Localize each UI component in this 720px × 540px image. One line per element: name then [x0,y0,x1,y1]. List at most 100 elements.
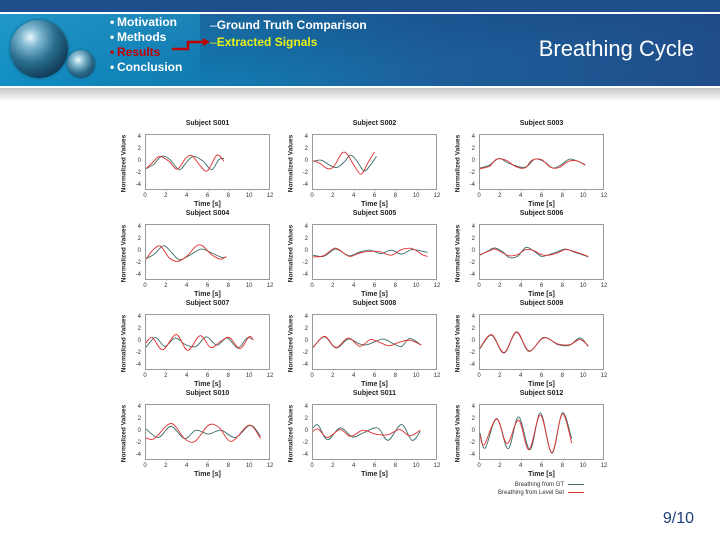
x-tick: 8 [393,373,397,379]
x-tick: 2 [498,193,502,199]
chart-title: Subject S004 [185,210,230,217]
y-tick: 2 [471,416,475,422]
x-tick: 2 [164,283,168,289]
x-tick: 6 [372,373,377,379]
y-tick: -4 [135,182,141,188]
sub-nav: –Ground Truth Comparison –Extracted Sign… [210,17,367,51]
y-tick: 4 [471,134,475,140]
x-tick: 8 [393,283,397,289]
y-tick: 0 [137,338,141,344]
series-line [479,331,589,353]
y-axis-label: Normalized Values [120,314,128,373]
chart-title: Subject S009 [519,300,564,307]
x-tick: 8 [393,193,397,199]
chart-title: Subject S010 [185,390,230,397]
x-tick: 4 [351,193,356,199]
chart-subject-12: Subject S012 Normalized Values 4 2 0 -2 -4 0 2 4 6… [449,390,614,480]
y-tick: 0 [137,158,141,164]
chart-subject-4: Subject S004 Normalized Values 4 2 0 -2 -4 0 2 4 6… [115,210,280,300]
x-tick: 6 [205,193,210,199]
y-axis-label: Normalized Values [287,404,295,463]
y-tick: -4 [302,182,308,188]
divider [0,86,720,88]
y-tick: -2 [469,440,475,446]
series-line [145,423,261,443]
y-tick: 2 [471,236,475,242]
x-tick: 0 [143,373,147,379]
header-banner [0,14,720,86]
nav-item-conclusion[interactable]: • Conclusion [110,60,183,74]
x-tick: 10 [245,463,253,469]
nav-item-motivation[interactable]: • Motivation [110,15,177,29]
x-tick: 10 [579,373,587,379]
y-tick: -4 [302,452,308,458]
y-tick: -4 [469,272,475,278]
subnav-ground-truth[interactable]: –Ground Truth Comparison [210,18,367,32]
x-tick: 10 [412,193,420,199]
x-axis-label: Time [s] [194,201,221,208]
series-line [479,413,573,454]
nav-item-methods[interactable]: • Methods [110,30,167,44]
header-shadow [0,88,720,102]
y-tick: 4 [304,224,308,230]
legend-swatch-ls [568,491,585,493]
bullet-icon: • [110,30,115,44]
x-tick: 4 [351,463,356,469]
series-line [479,246,589,259]
y-tick: 4 [471,224,475,230]
nav-item-results[interactable]: • Results [110,45,161,59]
subnav-extracted-signals[interactable]: –Extracted Signals [210,35,318,49]
x-tick: 6 [372,193,377,199]
y-axis-label: Normalized Values [287,224,295,283]
x-tick: 4 [518,283,523,289]
x-tick: 12 [266,463,274,469]
plot-area [145,314,270,371]
arrow-icon [172,38,210,51]
top-strip [0,0,720,12]
y-tick: 4 [304,404,308,410]
y-tick: 4 [471,314,475,320]
x-tick: 2 [331,193,335,199]
chart-subject-3: Subject S003 Normalized Values 4 2 0 -2 -4 0 2 4 6… [449,120,614,210]
chart-subject-6: Subject S006 Normalized Values 4 2 0 -2 -4 0 2 4 6… [449,210,614,300]
series-line [312,428,421,438]
x-tick: 12 [433,463,441,469]
y-tick: 2 [137,326,141,332]
x-tick: 0 [143,283,147,289]
x-tick: 2 [164,193,168,199]
x-tick: 0 [310,193,314,199]
x-tick: 0 [477,373,481,379]
series-line [312,154,377,172]
x-tick: 2 [498,373,502,379]
y-tick: 0 [137,248,141,254]
chart-subject-5: Subject S005 Normalized Values 4 2 0 -2 -4 0 2 4 6… [282,210,447,300]
x-axis-label: Time [s] [528,471,555,478]
plot-area [145,134,270,191]
y-tick: 0 [304,158,308,164]
series-line [145,244,227,262]
y-axis-label: Normalized Values [454,404,462,463]
banner-wedge [200,14,720,86]
plot-area [479,404,604,461]
x-tick: 10 [412,283,420,289]
y-tick: -2 [469,260,475,266]
x-axis-label: Time [s] [194,381,221,388]
y-tick: 2 [137,416,141,422]
x-axis-label: Time [s] [528,201,555,208]
x-tick: 10 [245,283,253,289]
x-tick: 6 [205,373,210,379]
x-tick: 12 [600,283,608,289]
chart-title: Subject S001 [185,120,230,127]
y-tick: -4 [469,362,475,368]
x-tick: 0 [143,193,147,199]
y-tick: -4 [469,452,475,458]
x-tick: 4 [351,283,356,289]
y-tick: -2 [302,350,308,356]
y-tick: -2 [135,170,141,176]
x-axis-label: Time [s] [361,381,388,388]
chart-subject-10: Subject S010 Normalized Values 4 2 0 -2 -4 0 2 4 6… [115,390,280,480]
x-tick: 4 [184,193,189,199]
x-axis-label: Time [s] [361,201,388,208]
page-number: 9/10 [662,510,694,527]
chart-subject-2: Subject S002 Normalized Values 4 2 0 -2 -4 0 2 4 6… [282,120,447,210]
